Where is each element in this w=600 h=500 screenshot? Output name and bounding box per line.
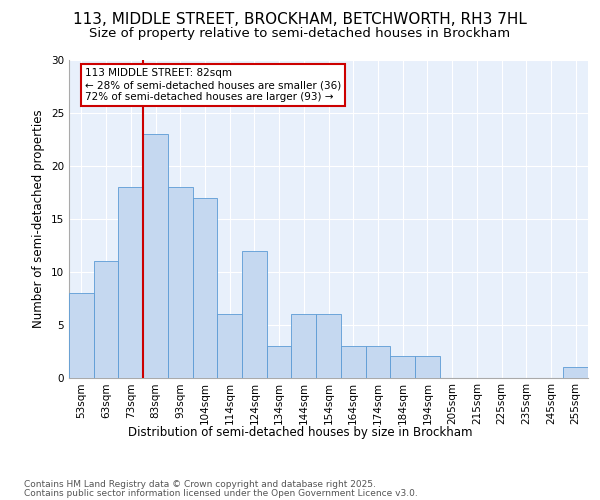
Bar <box>168 187 193 378</box>
Bar <box>193 198 217 378</box>
Bar <box>143 134 168 378</box>
Bar <box>118 187 143 378</box>
Bar <box>341 346 365 378</box>
Bar <box>267 346 292 378</box>
Bar <box>390 356 415 378</box>
Text: Distribution of semi-detached houses by size in Brockham: Distribution of semi-detached houses by … <box>128 426 472 439</box>
Bar <box>316 314 341 378</box>
Text: Contains public sector information licensed under the Open Government Licence v3: Contains public sector information licen… <box>24 489 418 498</box>
Bar <box>242 250 267 378</box>
Text: 113, MIDDLE STREET, BROCKHAM, BETCHWORTH, RH3 7HL: 113, MIDDLE STREET, BROCKHAM, BETCHWORTH… <box>73 12 527 28</box>
Y-axis label: Number of semi-detached properties: Number of semi-detached properties <box>32 110 46 328</box>
Text: Contains HM Land Registry data © Crown copyright and database right 2025.: Contains HM Land Registry data © Crown c… <box>24 480 376 489</box>
Bar <box>365 346 390 378</box>
Bar <box>217 314 242 378</box>
Bar <box>69 293 94 378</box>
Bar <box>415 356 440 378</box>
Text: Size of property relative to semi-detached houses in Brockham: Size of property relative to semi-detach… <box>89 28 511 40</box>
Bar <box>292 314 316 378</box>
Text: 113 MIDDLE STREET: 82sqm
← 28% of semi-detached houses are smaller (36)
72% of s: 113 MIDDLE STREET: 82sqm ← 28% of semi-d… <box>85 68 341 102</box>
Bar <box>563 367 588 378</box>
Bar <box>94 261 118 378</box>
